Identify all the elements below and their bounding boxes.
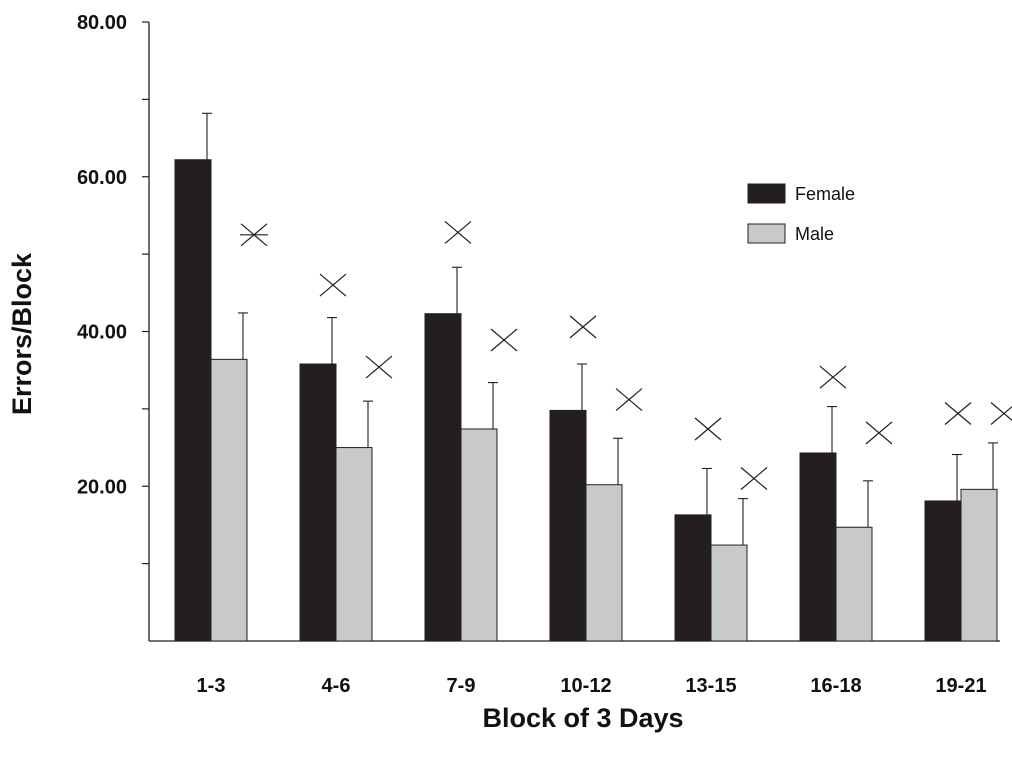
y-tick-label: 60.00 [77,167,127,189]
x-axis-title: Block of 3 Days [482,703,683,733]
bar-female [549,409,587,642]
significance-marker-female [819,365,847,389]
error-bars [202,112,998,546]
significance-marker-female [694,417,722,441]
x-tick-label: 1-3 [197,675,226,697]
significance-marker-male [490,328,518,352]
x-tick-label: 7-9 [447,675,476,697]
significance-marker-female [569,315,597,339]
significance-marker-female [319,273,347,297]
bar-male [335,447,373,642]
legend-label-female: Female [795,184,855,204]
significance-marker-male [615,388,643,412]
legend-swatch-female [747,183,786,204]
y-tick-label: 20.00 [77,476,127,498]
bar-male [960,488,998,642]
bar-female [174,159,212,642]
y-tick-label: 80.00 [77,12,127,34]
significance-marker-female [444,221,472,244]
bar-male [585,484,623,642]
x-tick-label: 16-18 [810,675,861,697]
legend-swatch-male [747,223,786,244]
bar-female [924,500,962,642]
x-tick-label: 19-21 [935,675,986,697]
bar-male [835,526,873,642]
bars [174,159,998,642]
significance-markers [240,221,1012,490]
bar-male [710,544,748,642]
bar-male [210,358,248,642]
legend: Female Male [747,183,855,244]
bar-female [424,313,462,642]
bar-female [799,452,837,642]
bar-female [674,514,712,642]
y-axis-title: Errors/Block [7,252,37,415]
significance-marker-male [990,405,1012,425]
legend-label-male: Male [795,224,834,244]
tick-labels: 20.00 40.00 60.00 80.00 1-3 4-6 7-9 10-12 13-15 1… [77,12,987,697]
significance-marker-male [740,467,768,490]
significance-marker-male [865,421,893,445]
significance-marker-male [365,355,393,379]
bar-male [460,428,498,642]
bar-female [299,363,337,642]
y-tick-label: 40.00 [77,322,127,344]
x-tick-label: 13-15 [685,675,736,697]
significance-marker-female [944,402,972,425]
x-tick-label: 10-12 [560,675,611,697]
x-tick-label: 4-6 [322,675,351,697]
